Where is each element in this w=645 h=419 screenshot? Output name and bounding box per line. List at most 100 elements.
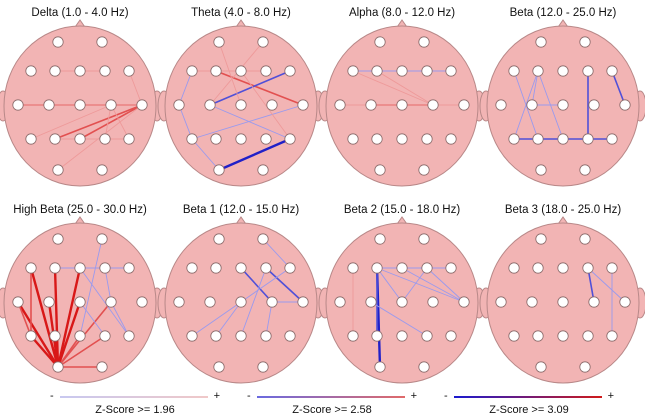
electrode-fp2: [579, 36, 591, 48]
electrode-fz: [235, 262, 247, 274]
electrode-o2: [418, 164, 430, 176]
electrode-f3: [210, 262, 222, 274]
legend-gradient-bar: [60, 396, 208, 398]
electrode-o1: [535, 164, 547, 176]
electrode-t5: [25, 330, 37, 342]
electrode-c3: [43, 99, 55, 111]
head-map: [0, 216, 164, 384]
topomap-panel-beta-2: Beta 2 (15.0 - 18.0 Hz): [318, 203, 486, 393]
electrode-o1: [52, 361, 64, 373]
panel-title: Beta 3 (18.0 - 25.0 Hz): [504, 204, 622, 216]
panel-title: Beta 2 (15.0 - 18.0 Hz): [343, 204, 461, 216]
electrode-t5: [508, 330, 520, 342]
electrode-t5: [347, 330, 359, 342]
electrode-c3: [365, 296, 377, 308]
connection-line: [611, 70, 626, 106]
electrode-c3: [204, 296, 216, 308]
electrode-fp1: [374, 233, 386, 245]
electrode-p3: [49, 133, 61, 145]
electrode-cz: [557, 99, 569, 111]
topomap-panel-beta-1: Beta 1 (12.0 - 15.0 Hz): [157, 203, 325, 393]
electrode-f4: [421, 262, 433, 274]
electrode-f4: [582, 65, 594, 77]
electrode-fz: [557, 65, 569, 77]
electrode-cz: [557, 296, 569, 308]
connection-line: [401, 267, 428, 303]
legend-plus: +: [410, 390, 417, 402]
electrode-fz: [396, 65, 408, 77]
panel-title: Delta (1.0 - 4.0 Hz): [31, 7, 129, 19]
connection-line: [587, 267, 595, 303]
electrode-f7: [508, 65, 520, 77]
connection-line: [57, 335, 106, 368]
electrode-fp2: [96, 233, 108, 245]
electrode-t6: [445, 133, 457, 145]
legend-z-309: - + Z-Score >= 3.09: [444, 390, 614, 419]
electrode-t4: [458, 99, 470, 111]
electrode-t3: [495, 99, 507, 111]
connection-line: [240, 70, 291, 140]
connection-line: [370, 301, 428, 337]
electrode-p4: [260, 133, 272, 145]
electrode-fz: [557, 262, 569, 274]
legend-gradient-bar: [257, 396, 405, 398]
electrode-c3: [204, 99, 216, 111]
topomap-panel-high-beta: High Beta (25.0 - 30.0 Hz): [0, 203, 164, 393]
electrode-o2: [579, 164, 591, 176]
electrode-fp2: [579, 233, 591, 245]
electrode-t5: [186, 330, 198, 342]
legend-gradient-bar: [454, 396, 602, 398]
connection-line: [29, 266, 60, 369]
electrode-o1: [374, 361, 386, 373]
electrode-pz: [557, 133, 569, 145]
connection-line: [79, 301, 106, 337]
connection-line: [29, 334, 60, 369]
connection-line: [30, 104, 112, 140]
connection-line: [262, 238, 291, 269]
electrode-f3: [532, 65, 544, 77]
connection-line: [79, 104, 143, 140]
connection-line: [426, 267, 465, 303]
electrode-f8: [445, 65, 457, 77]
electrode-f4: [421, 65, 433, 77]
connection-line: [54, 104, 143, 140]
electrode-pz: [74, 133, 86, 145]
electrode-p3: [371, 330, 383, 342]
connection-line: [240, 267, 267, 337]
electrode-o1: [52, 164, 64, 176]
electrode-p4: [421, 133, 433, 145]
head-map: [318, 216, 486, 384]
electrode-o2: [257, 164, 269, 176]
electrode-f4: [260, 65, 272, 77]
electrode-fp1: [52, 36, 64, 48]
electrode-f8: [284, 262, 296, 274]
electrode-fp1: [52, 233, 64, 245]
electrode-o1: [535, 361, 547, 373]
legend-minus: -: [247, 390, 251, 402]
connection-line: [128, 70, 143, 106]
electrode-pz: [235, 133, 247, 145]
electrode-f4: [582, 262, 594, 274]
electrode-c4: [105, 99, 117, 111]
connection-line: [56, 300, 82, 369]
connection-line: [352, 70, 434, 106]
connection-line: [265, 267, 304, 303]
electrode-f3: [371, 65, 383, 77]
electrode-c4: [427, 296, 439, 308]
electrode-fz: [396, 262, 408, 274]
topomap-panel-delta: Delta (1.0 - 4.0 Hz): [0, 6, 164, 196]
electrode-p4: [99, 330, 111, 342]
electrode-t6: [123, 133, 135, 145]
electrode-c3: [526, 296, 538, 308]
connection-line: [209, 104, 291, 140]
head-map: [157, 216, 325, 384]
electrode-f4: [99, 65, 111, 77]
connection-line: [110, 301, 130, 337]
electrode-p3: [210, 133, 222, 145]
electrode-c4: [266, 99, 278, 111]
connection-line: [110, 104, 130, 140]
electrode-f3: [371, 262, 383, 274]
electrode-t5: [25, 133, 37, 145]
electrode-f4: [99, 262, 111, 274]
legend-plus: +: [607, 390, 614, 402]
